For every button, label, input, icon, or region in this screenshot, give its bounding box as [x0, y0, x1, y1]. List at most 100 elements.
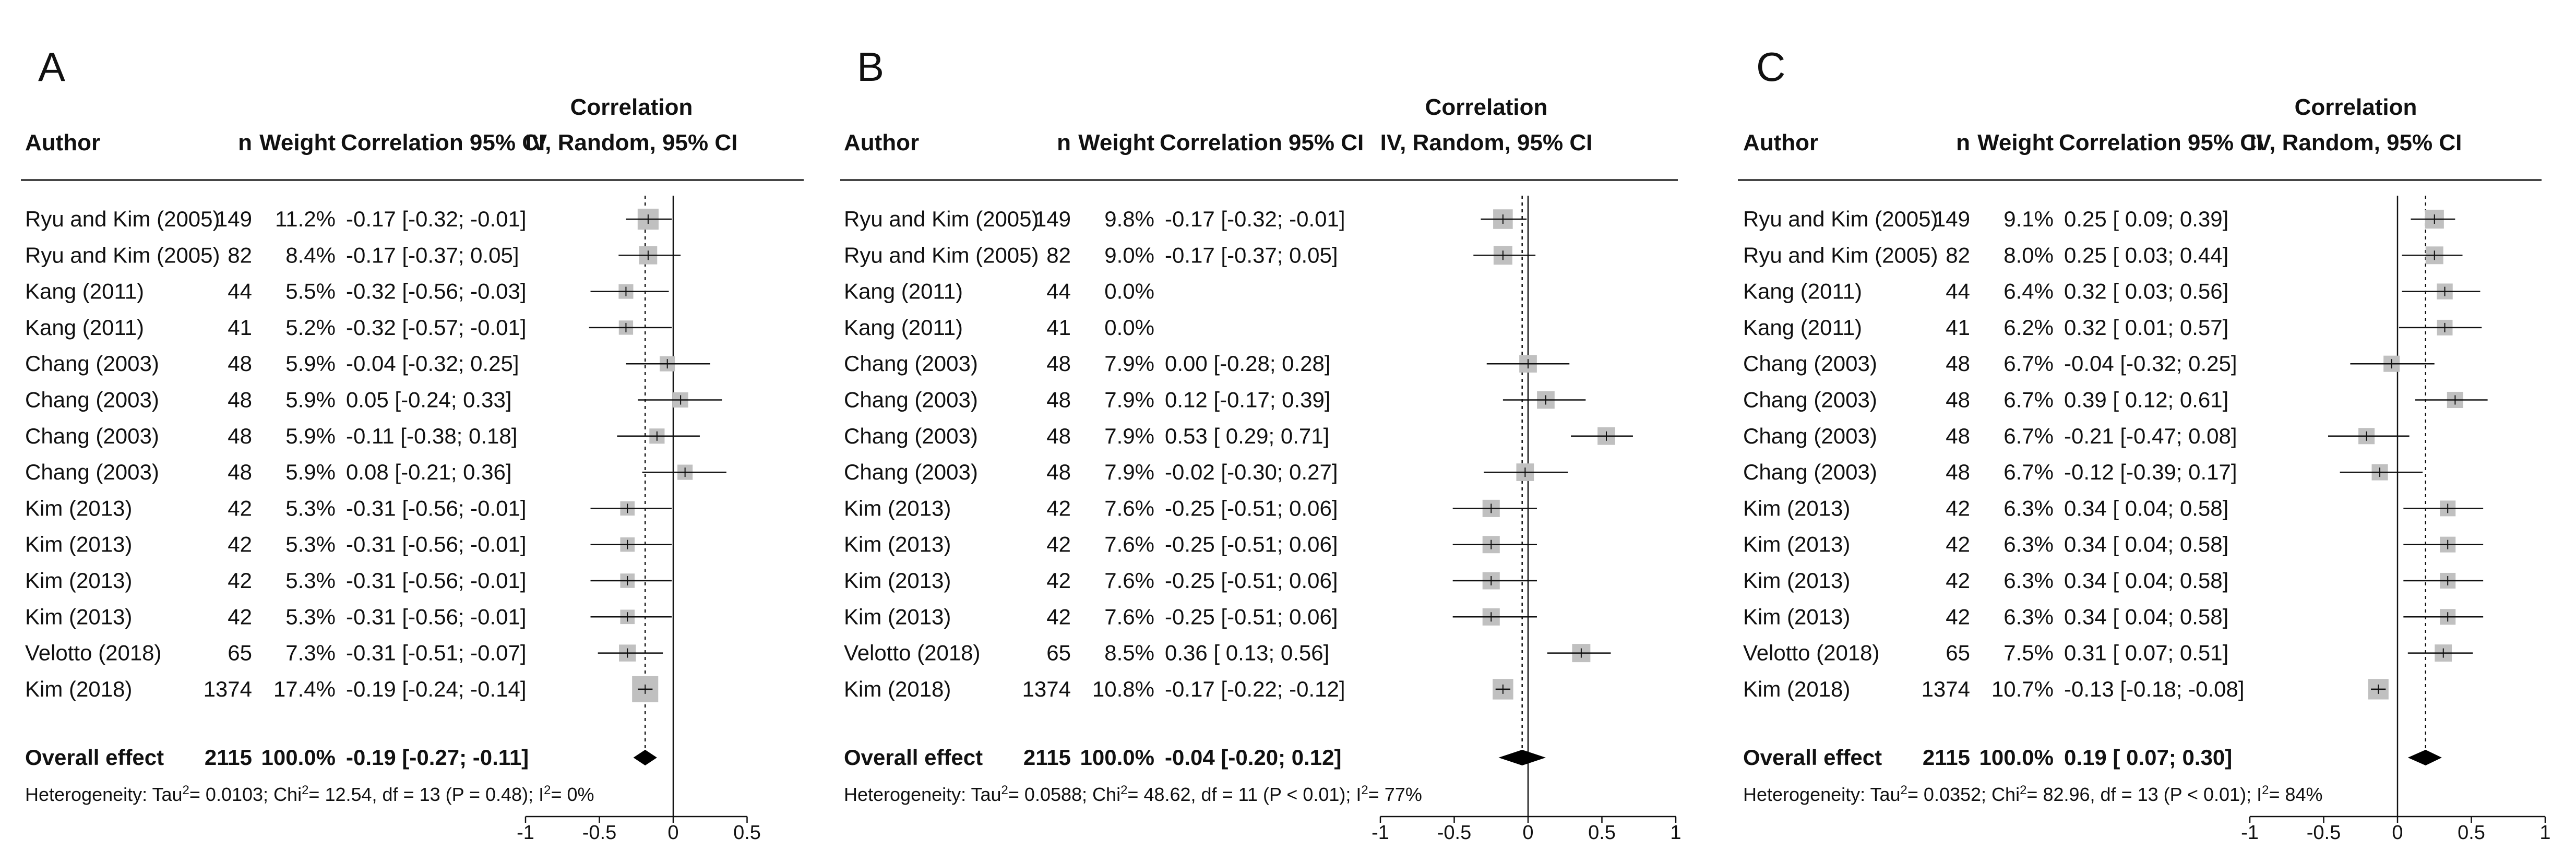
study-author: Chang (2003) — [844, 424, 978, 448]
study-weight: 7.5% — [2003, 641, 2054, 665]
header-n: n — [1057, 130, 1071, 155]
study-weight: 9.0% — [1104, 243, 1154, 267]
study-author: Chang (2003) — [25, 351, 159, 376]
study-author: Kang (2011) — [25, 279, 144, 304]
overall-label: Overall effect — [25, 745, 164, 770]
study-author: Ryu and Kim (2005) — [25, 207, 220, 231]
study-ci: -0.25 [-0.51; 0.06] — [1165, 532, 1338, 557]
study-weight: 6.7% — [2003, 388, 2054, 412]
header-author: Author — [1743, 130, 1818, 155]
study-n: 42 — [1946, 532, 1970, 557]
study-ci: 0.00 [-0.28; 0.28] — [1165, 351, 1331, 376]
study-author: Chang (2003) — [844, 460, 978, 484]
study-n: 82 — [228, 243, 252, 267]
study-ci: -0.31 [-0.56; -0.01] — [346, 532, 527, 557]
heterogeneity-text: Heterogeneity: Tau2= 0.0103; Chi2= 12.54… — [25, 783, 594, 806]
study-weight: 5.2% — [285, 315, 336, 340]
study-n: 48 — [1946, 424, 1970, 448]
panel-letter: C — [1756, 44, 1785, 90]
superscript-two: 2 — [1120, 783, 1127, 797]
study-ci: -0.17 [-0.32; -0.01] — [1165, 207, 1345, 231]
study-weight: 6.7% — [2003, 351, 2054, 376]
study-ci: 0.05 [-0.24; 0.33] — [346, 388, 512, 412]
study-ci: -0.32 [-0.57; -0.01] — [346, 315, 527, 340]
heterogeneity-text: Heterogeneity: Tau2= 0.0588; Chi2= 48.62… — [844, 783, 1422, 806]
study-author: Kang (2011) — [1743, 315, 1862, 340]
header-author: Author — [25, 130, 100, 155]
study-author: Kim (2018) — [25, 677, 132, 701]
study-author: Chang (2003) — [25, 388, 159, 412]
study-weight: 7.9% — [1104, 424, 1154, 448]
study-n: 44 — [1946, 279, 1970, 304]
study-ci: 0.12 [-0.17; 0.39] — [1165, 388, 1331, 412]
study-weight: 7.3% — [285, 641, 336, 665]
study-weight: 8.4% — [285, 243, 336, 267]
study-n: 65 — [1946, 641, 1970, 665]
heterogeneity-part: Heterogeneity: Tau — [1743, 784, 1901, 805]
study-author: Kim (2013) — [25, 496, 132, 520]
header-plot-line2: IV, Random, 95% CI — [1380, 130, 1593, 155]
study-weight: 6.7% — [2003, 460, 2054, 484]
overall-n: 2115 — [1023, 745, 1071, 770]
study-ci: 0.34 [ 0.04; 0.58] — [2064, 604, 2228, 629]
study-n: 48 — [1946, 351, 1970, 376]
header-weight: Weight — [1977, 130, 2054, 155]
study-weight: 6.3% — [2003, 568, 2054, 593]
overall-label: Overall effect — [1743, 745, 1882, 770]
overall-n: 2115 — [205, 745, 252, 770]
study-weight: 7.9% — [1104, 460, 1154, 484]
study-author: Ryu and Kim (2005) — [844, 243, 1039, 267]
heterogeneity-part: = 0.0588; Chi — [1008, 784, 1120, 805]
study-weight: 5.9% — [285, 388, 336, 412]
study-ci: 0.25 [ 0.03; 0.44] — [2064, 243, 2228, 267]
study-n: 48 — [1046, 460, 1071, 484]
heterogeneity-part: = 48.62, df = 11 (P < 0.01); I — [1127, 784, 1361, 805]
superscript-two: 2 — [1361, 783, 1368, 797]
heterogeneity-part: = 82.96, df = 13 (P < 0.01); I — [2026, 784, 2262, 805]
study-weight: 6.4% — [2003, 279, 2054, 304]
overall-diamond — [1498, 750, 1546, 765]
study-author: Kim (2013) — [844, 532, 951, 557]
x-axis-tick-label: 0 — [667, 822, 678, 844]
x-axis-tick-label: 0.5 — [2458, 822, 2485, 844]
study-author: Chang (2003) — [844, 351, 978, 376]
study-weight: 7.9% — [1104, 351, 1154, 376]
heterogeneity-part: = 0.0352; Chi — [1907, 784, 2020, 805]
study-ci: -0.17 [-0.37; 0.05] — [1165, 243, 1338, 267]
study-weight: 7.6% — [1104, 568, 1154, 593]
study-n: 42 — [228, 604, 252, 629]
study-weight: 6.3% — [2003, 604, 2054, 629]
overall-weight: 100.0% — [261, 745, 336, 770]
superscript-two: 2 — [302, 783, 308, 797]
study-n: 42 — [228, 532, 252, 557]
heterogeneity-part: Heterogeneity: Tau — [25, 784, 183, 805]
study-author: Kim (2013) — [844, 604, 951, 629]
study-weight: 5.9% — [285, 351, 336, 376]
study-ci: -0.12 [-0.39; 0.17] — [2064, 460, 2237, 484]
study-ci: 0.53 [ 0.29; 0.71] — [1165, 424, 1329, 448]
study-author: Chang (2003) — [25, 424, 159, 448]
study-ci: 0.34 [ 0.04; 0.58] — [2064, 496, 2228, 520]
study-author: Kim (2013) — [844, 496, 951, 520]
study-weight: 5.3% — [285, 532, 336, 557]
study-author: Kim (2013) — [1743, 532, 1850, 557]
study-ci: -0.17 [-0.22; -0.12] — [1165, 677, 1345, 701]
study-author: Kim (2018) — [844, 677, 951, 701]
study-weight: 7.6% — [1104, 496, 1154, 520]
header-weight: Weight — [1078, 130, 1154, 155]
study-weight: 0.0% — [1104, 279, 1154, 304]
x-axis-tick-label: 1 — [1670, 822, 1681, 844]
study-author: Kang (2011) — [25, 315, 144, 340]
study-author: Kim (2018) — [1743, 677, 1850, 701]
study-author: Kim (2013) — [844, 568, 951, 593]
x-axis-tick-label: 0 — [1522, 822, 1533, 844]
study-ci: -0.19 [-0.24; -0.14] — [346, 677, 527, 701]
study-weight: 11.2% — [275, 207, 336, 231]
study-n: 1374 — [204, 677, 252, 701]
study-ci: -0.04 [-0.32; 0.25] — [2064, 351, 2237, 376]
x-axis-tick-label: -1 — [2241, 822, 2259, 844]
heterogeneity-text: Heterogeneity: Tau2= 0.0352; Chi2= 82.96… — [1743, 783, 2323, 806]
study-weight: 9.1% — [2003, 207, 2054, 231]
